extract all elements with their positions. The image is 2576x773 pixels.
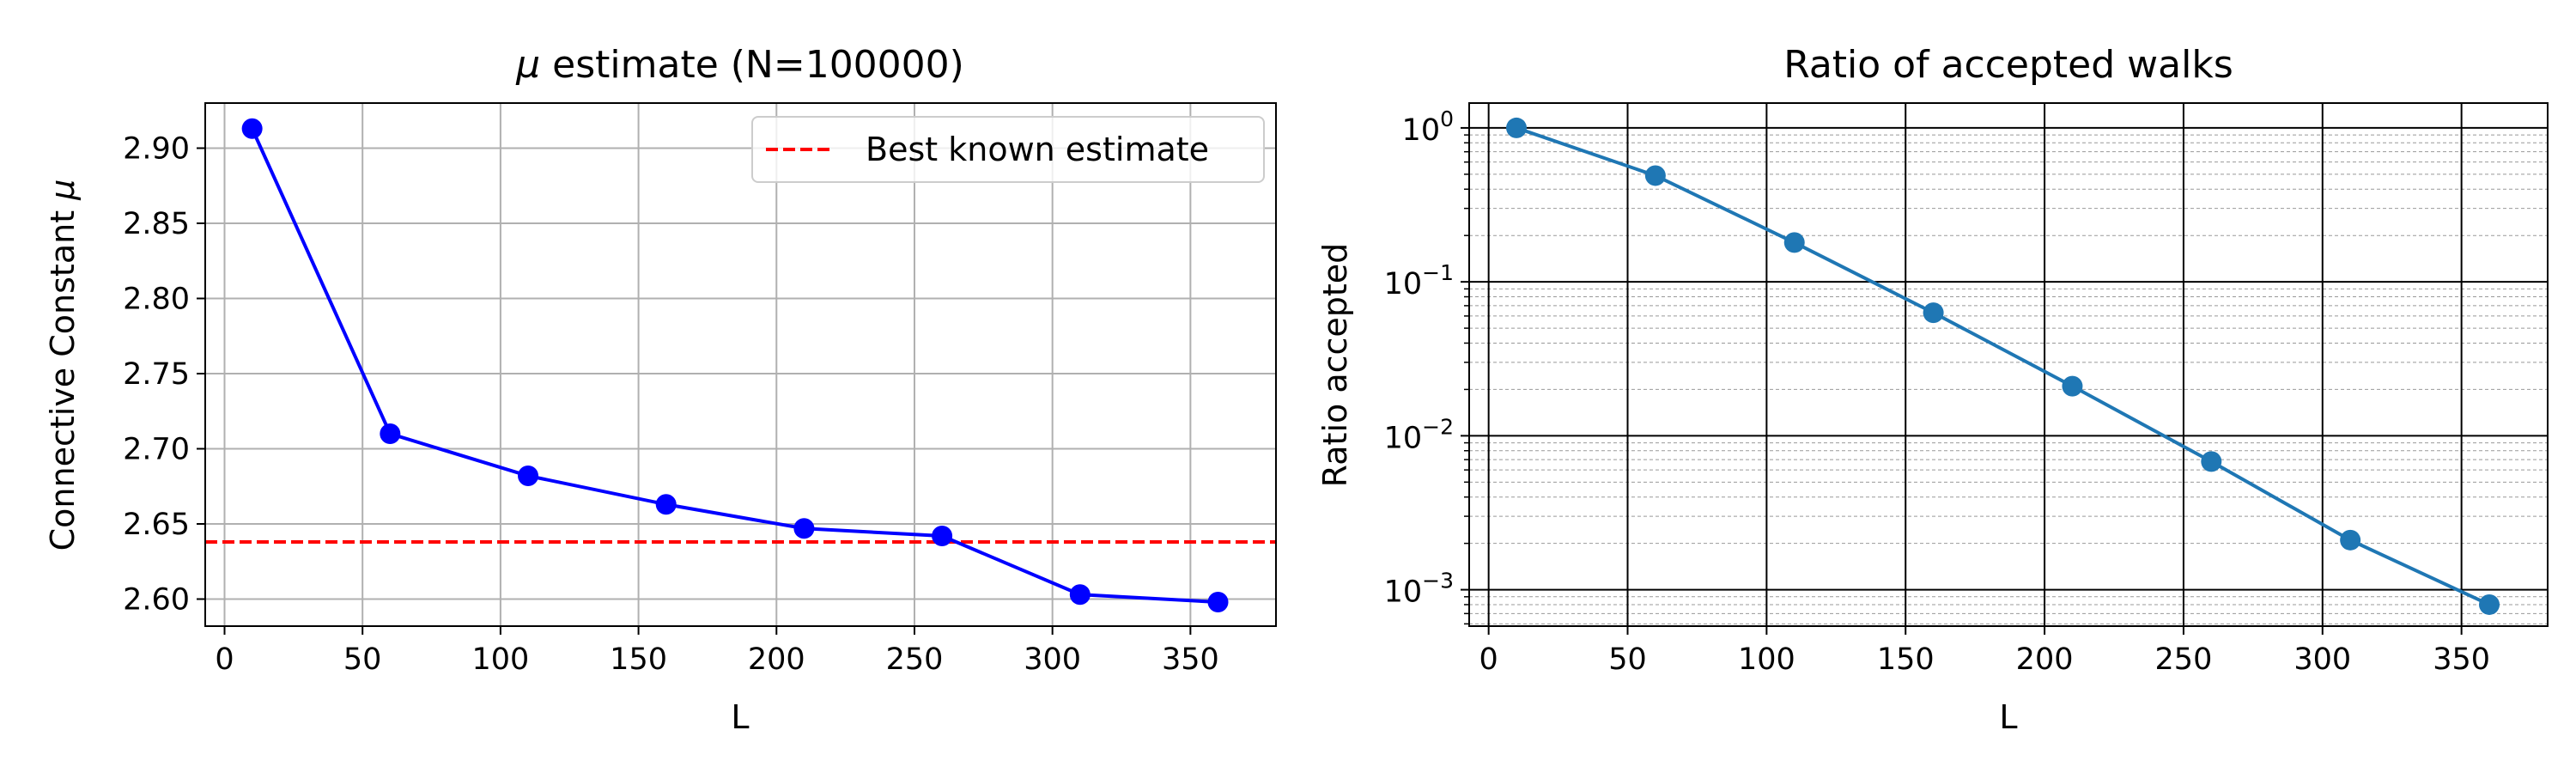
ratio-data-point (1644, 165, 1666, 186)
mu-chart-y-tick-label: 2.85 (123, 207, 190, 241)
ratio-chart-y-tick-label: 10−3 (1384, 569, 1454, 610)
ratio-chart-y-tick-label: 100 (1402, 107, 1454, 148)
ratio-chart-x-axis-label: L (1999, 698, 2017, 736)
ratio-chart-grid (1469, 103, 2548, 626)
mu-chart-y-ticks: 2.60 2.65 2.70 2.75 2.80 2.85 2.90 (123, 132, 205, 618)
mu-chart-x-tick-label: 300 (1024, 642, 1081, 677)
ratio-chart-y-tick-exponent: −3 (1422, 569, 1454, 593)
mu-chart-x-tick-label: 250 (886, 642, 944, 677)
ratio-chart-y-tick-base: 10 (1402, 113, 1441, 148)
mu-data-point (1069, 584, 1091, 606)
ratio-chart-x-tick-label: 150 (1877, 642, 1935, 677)
legend-label-best-known: Best known estimate (866, 131, 1209, 168)
mu-chart-y-tick-label: 2.70 (123, 433, 190, 467)
ratio-data-point (1923, 302, 1944, 324)
ratio-chart-x-tick-label: 300 (2293, 642, 2351, 677)
ratio-data-point (2201, 451, 2222, 472)
ratio-chart-series-group (1506, 117, 2500, 615)
ratio-chart-y-tick-exponent: 0 (1440, 107, 1454, 131)
legend-box (751, 116, 1265, 183)
mu-chart-x-tick-label: 350 (1162, 642, 1219, 677)
mu-chart-title-rest: estimate (N=100000) (540, 43, 964, 87)
mu-series-line (250, 127, 1218, 604)
mu-chart-y-tick-label: 2.75 (123, 357, 190, 392)
ratio-chart-x-tick-label: 200 (2016, 642, 2074, 677)
mu-chart-x-tick-label: 50 (343, 642, 382, 677)
mu-chart-series-group (241, 118, 1229, 612)
ratio-chart-x-ticks: 0 50 100 150 200 250 300 350 (1479, 626, 2490, 677)
ratio-chart-y-axis-label: Ratio accepted (1316, 243, 1354, 488)
ratio-chart-y-tick-label: 10−2 (1384, 414, 1454, 455)
mu-chart-y-tick-label: 2.65 (123, 508, 190, 542)
ratio-chart-frame (1468, 102, 2549, 627)
ratio-data-point (2479, 593, 2500, 615)
mu-chart-title: μ estimate (N=100000) (515, 43, 964, 87)
ratio-chart-y-tick-label: 10−1 (1384, 260, 1454, 301)
ratio-chart-y-tick-exponent: −1 (1422, 260, 1454, 285)
ratio-data-point (2062, 375, 2083, 397)
ratio-series-line (1516, 126, 2490, 606)
mu-data-point (380, 423, 401, 444)
ratio-data-point (1506, 117, 1528, 138)
ratio-chart-x-tick-label: 350 (2433, 642, 2490, 677)
ratio-chart-x-tick-label: 250 (2155, 642, 2213, 677)
mu-chart-grid (205, 103, 1276, 626)
mu-chart-y-tick-label: 2.80 (123, 283, 190, 317)
mu-chart-x-tick-label: 0 (215, 642, 234, 677)
mu-chart-x-tick-label: 150 (610, 642, 667, 677)
ratio-chart-x-tick-label: 50 (1608, 642, 1647, 677)
ratio-chart-x-tick-label: 0 (1479, 642, 1498, 677)
mu-data-point (518, 466, 539, 486)
mu-data-point (655, 494, 677, 515)
mu-data-point (793, 518, 815, 539)
mu-estimate-chart: 0 50 100 150 200 250 300 350 2.602.652.702.752.… (44, 43, 1277, 736)
ratio-chart-y-tick-base: 10 (1384, 421, 1423, 455)
mu-chart-x-ticks: 0 50 100 150 200 250 300 350 (215, 626, 1219, 677)
mu-chart-title-mu: μ (515, 43, 540, 87)
mu-chart-y-axis-label: Connective Constant μ (44, 180, 82, 551)
ratio-data-point (1783, 232, 1805, 253)
ratio-chart-x-tick-label: 100 (1738, 642, 1795, 677)
ratio-chart-y-tick-base: 10 (1384, 267, 1423, 301)
mu-chart-y-axis-label-text: Connective Constant (44, 200, 82, 551)
ratio-chart-y-tick-exponent: −2 (1422, 414, 1454, 439)
mu-data-point (241, 118, 263, 139)
ratio-data-point (2340, 529, 2361, 551)
mu-chart-frame (204, 102, 1277, 627)
mu-chart-x-axis-label: L (731, 698, 749, 736)
mu-data-point (1207, 592, 1229, 612)
mu-chart-y-axis-label-mu: μ (44, 180, 82, 201)
mu-chart-y-tick-label: 2.90 (123, 132, 190, 167)
mu-data-point (932, 526, 953, 546)
mu-chart-x-tick-label: 100 (471, 642, 529, 677)
ratio-chart-y-tick-base: 10 (1384, 575, 1423, 610)
mu-chart-y-tick-label: 2.60 (123, 583, 190, 618)
mu-chart-x-tick-label: 200 (748, 642, 805, 677)
ratio-chart-title: Ratio of accepted walks (1783, 43, 2233, 87)
mu-chart-legend: Best known estimate (751, 116, 1265, 183)
